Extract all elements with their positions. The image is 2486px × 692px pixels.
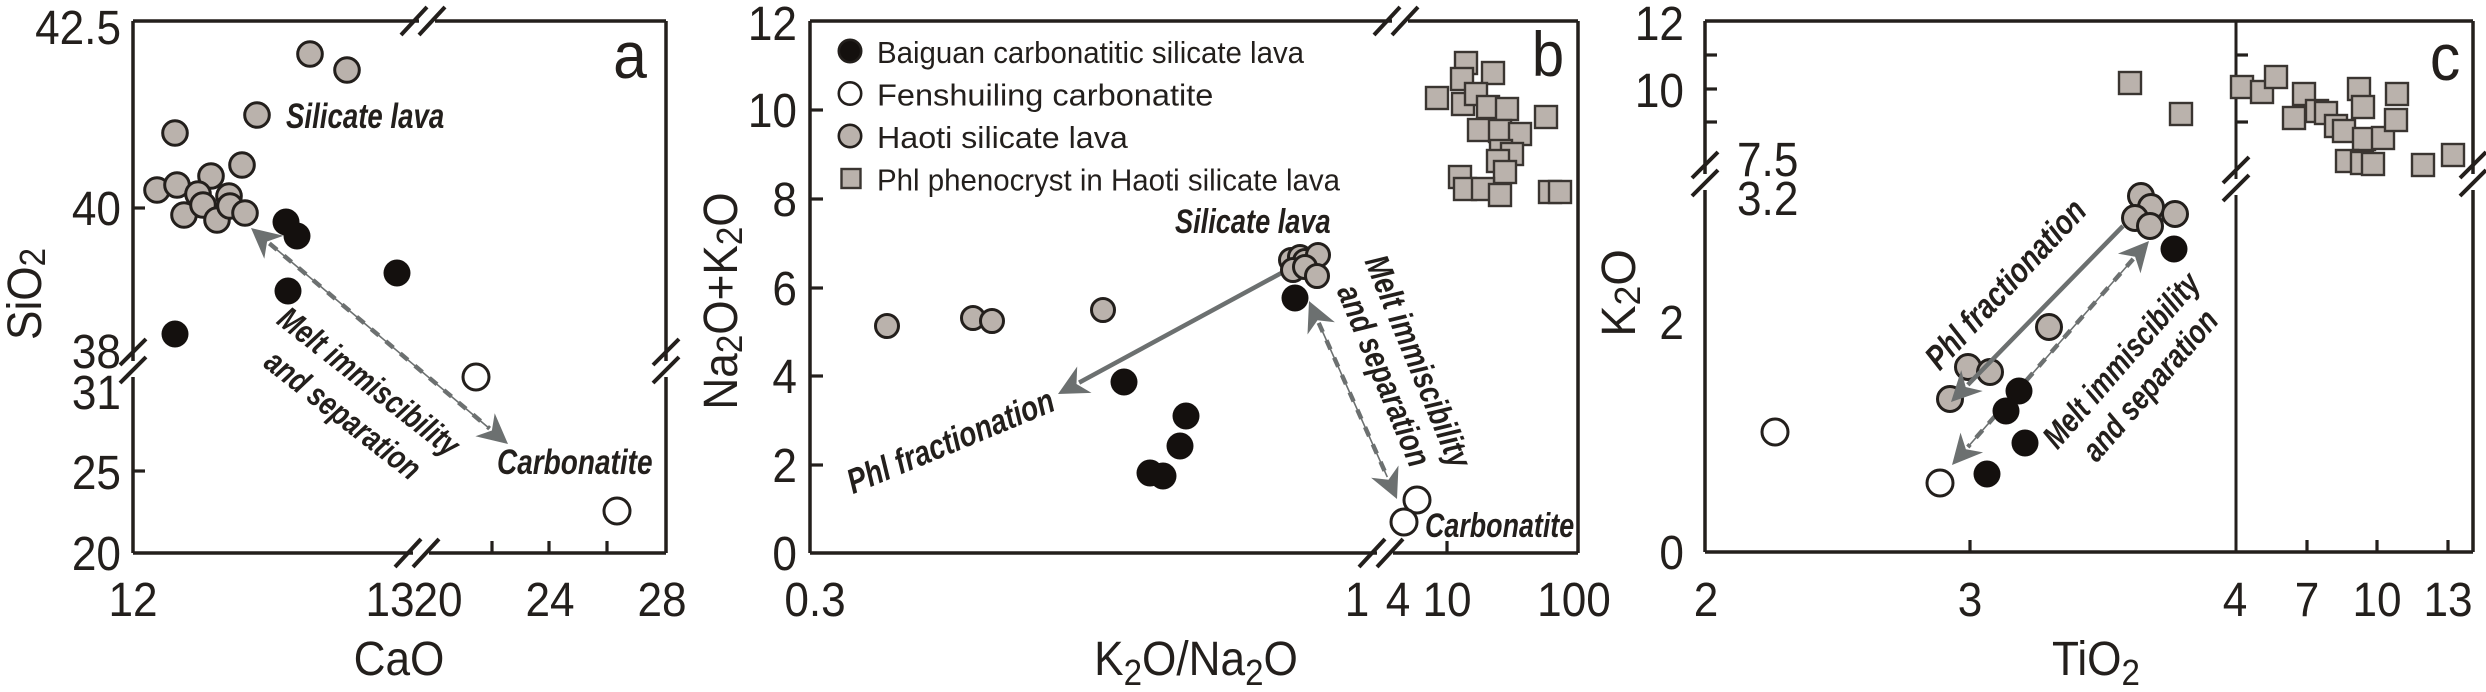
svg-text:2: 2: [772, 438, 797, 492]
svg-text:7.5: 7.5: [1737, 132, 1798, 186]
svg-text:28: 28: [637, 572, 686, 626]
svg-text:8: 8: [772, 172, 797, 226]
svg-text:31: 31: [72, 365, 121, 419]
svg-text:10: 10: [1635, 63, 1684, 117]
svg-text:Haoti silicate lava: Haoti silicate lava: [877, 120, 1128, 155]
svg-text:c: c: [2430, 22, 2460, 95]
svg-text:40: 40: [72, 181, 121, 235]
svg-text:3.2: 3.2: [1737, 171, 1798, 225]
svg-text:0.3: 0.3: [784, 572, 845, 626]
svg-text:K2O/Na2O: K2O/Na2O: [1094, 631, 1298, 692]
svg-text:2: 2: [1659, 295, 1684, 349]
svg-text:38: 38: [72, 324, 121, 378]
svg-text:13: 13: [365, 572, 414, 626]
svg-text:12: 12: [1635, 0, 1684, 50]
svg-text:Silicate lava: Silicate lava: [1175, 202, 1331, 241]
svg-text:25: 25: [72, 445, 121, 499]
svg-text:Phl phenocryst in Haoti silica: Phl phenocryst in Haoti silicate lava: [877, 164, 1340, 198]
svg-text:10: 10: [1422, 572, 1471, 626]
svg-text:13: 13: [2423, 572, 2472, 626]
svg-text:Silicate lava: Silicate lava: [286, 96, 444, 136]
svg-text:Carbonatite: Carbonatite: [497, 442, 653, 482]
svg-text:4: 4: [772, 349, 797, 403]
svg-text:10: 10: [2352, 572, 2401, 626]
svg-text:7: 7: [2295, 572, 2320, 626]
svg-text:4: 4: [2223, 572, 2248, 626]
svg-text:Baiguan carbonatitic silicate: Baiguan carbonatitic silicate lava: [877, 36, 1304, 70]
svg-text:100: 100: [1537, 572, 1611, 626]
svg-text:1: 1: [1345, 572, 1370, 626]
svg-text:Carbonatite: Carbonatite: [1425, 507, 1574, 545]
svg-text:20: 20: [413, 572, 462, 626]
svg-text:CaO: CaO: [354, 631, 445, 685]
svg-text:10: 10: [748, 83, 797, 137]
svg-text:20: 20: [72, 526, 121, 580]
svg-text:3: 3: [1958, 572, 1983, 626]
svg-text:0: 0: [1659, 525, 1684, 579]
svg-text:12: 12: [108, 572, 157, 626]
svg-text:0: 0: [772, 526, 797, 580]
svg-text:6: 6: [772, 261, 797, 315]
svg-text:Fenshuiling carbonatite: Fenshuiling carbonatite: [877, 77, 1213, 112]
svg-text:4: 4: [1386, 572, 1411, 626]
svg-text:24: 24: [525, 572, 574, 626]
svg-text:12: 12: [748, 0, 797, 50]
svg-text:42.5: 42.5: [35, 0, 121, 54]
svg-text:a: a: [613, 20, 647, 93]
svg-text:b: b: [1532, 19, 1564, 90]
svg-text:Na2O+K2O: Na2O+K2O: [693, 192, 750, 409]
svg-text:2: 2: [1694, 572, 1719, 626]
